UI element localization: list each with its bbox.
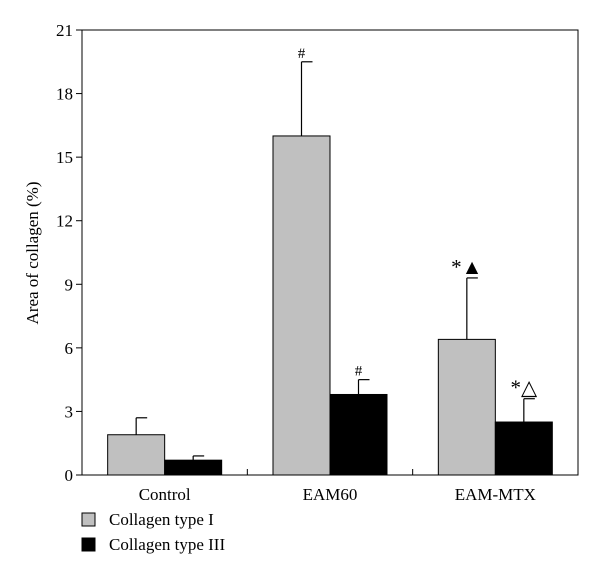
y-tick-label: 12 (56, 212, 73, 231)
y-tick-label: 3 (65, 402, 74, 421)
legend-label: Collagen type I (109, 510, 214, 529)
legend-swatch (81, 512, 96, 527)
y-axis-label: Area of collagen (%) (23, 181, 42, 324)
bar (329, 393, 388, 476)
legend-label: Collagen type III (109, 535, 225, 554)
bar (107, 434, 166, 476)
y-axis: 0 3 6 9 12 15 18 21 (56, 21, 82, 485)
y-tick-label: 18 (56, 85, 73, 104)
significance-marker: *△ (511, 376, 539, 400)
significance-marker: # (355, 364, 363, 380)
legend: Collagen type I Collagen type III (81, 510, 225, 554)
y-tick-label: 0 (65, 466, 74, 485)
y-tick-label: 9 (65, 275, 74, 294)
plot-area: # # *▲ *△ (81, 29, 579, 476)
significance-marker: *▲ (451, 255, 482, 279)
bar (272, 135, 331, 476)
bar (494, 421, 553, 476)
y-tick-label: 21 (56, 21, 73, 40)
x-tick-label: EAM-MTX (455, 485, 536, 504)
x-tick-label: EAM60 (303, 485, 358, 504)
bar (437, 338, 496, 476)
legend-swatch (81, 537, 96, 552)
x-tick-label: Control (139, 485, 191, 504)
x-axis: Control EAM60 EAM-MTX (139, 469, 536, 504)
y-tick-label: 15 (56, 148, 73, 167)
significance-marker: # (298, 46, 306, 62)
y-tick-label: 6 (65, 339, 74, 358)
bar (164, 459, 223, 476)
